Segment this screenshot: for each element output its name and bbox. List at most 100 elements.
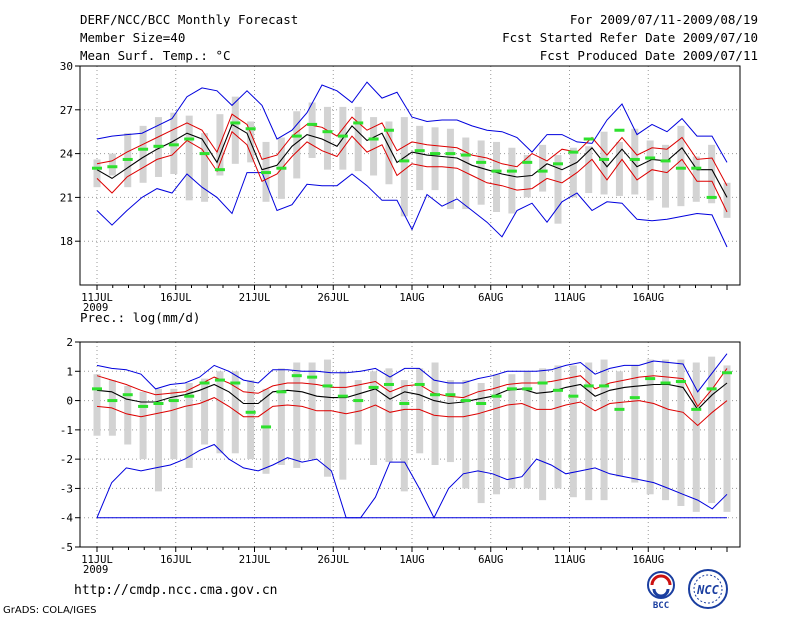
x-tick-label: 11AUG: [554, 554, 586, 566]
x-tick-label: 16JUL: [160, 554, 192, 566]
observed-marker: [307, 375, 318, 379]
ensemble-box: [431, 362, 439, 465]
ensemble-box: [416, 368, 424, 454]
observed-marker: [460, 399, 471, 403]
x-tick-label: 11JUL: [81, 554, 113, 566]
ensemble-box: [677, 359, 685, 506]
x-tick-label: 16AUG: [632, 554, 664, 566]
observed-marker: [522, 387, 533, 391]
ensemble-box: [569, 365, 577, 498]
ensemble-box: [585, 146, 593, 194]
ensemble-box: [216, 371, 224, 454]
ensemble-box: [600, 359, 608, 501]
x-tick-label: 1AUG: [399, 292, 424, 304]
ensemble-box: [385, 368, 393, 463]
observed-marker: [675, 166, 686, 170]
observed-marker: [537, 381, 548, 385]
ensemble-box: [262, 388, 270, 474]
ensemble-box: [139, 125, 147, 183]
observed-marker: [614, 407, 625, 411]
observed-marker: [445, 393, 456, 397]
ensemble-box: [231, 371, 239, 454]
observed-marker: [214, 378, 225, 382]
y-tick-label: 18: [60, 235, 73, 248]
observed-marker: [399, 159, 410, 163]
observed-marker: [645, 377, 656, 381]
observed-marker: [138, 404, 149, 408]
observed-marker: [353, 121, 364, 125]
x-tick-label: 16JUL: [160, 292, 192, 304]
source-url[interactable]: http://cmdp.ncc.cma.gov.cn: [74, 583, 278, 598]
observed-marker: [537, 169, 548, 173]
observed-marker: [552, 162, 563, 166]
ensemble-box: [416, 125, 424, 191]
observed-marker: [199, 152, 210, 156]
ensemble-box: [508, 147, 516, 214]
ensemble-box: [493, 141, 501, 212]
ensemble-box: [185, 383, 193, 468]
observed-marker: [168, 143, 179, 147]
observed-marker: [368, 385, 379, 389]
x-tick-label: 21JUL: [239, 292, 271, 304]
observed-marker: [368, 137, 379, 141]
observed-marker: [691, 166, 702, 170]
ensemble-box: [308, 102, 316, 158]
y-tick-label: -4: [60, 512, 74, 525]
ensemble-box: [677, 125, 685, 207]
observed-marker: [491, 394, 502, 398]
y-tick-label: -2: [60, 453, 73, 466]
y-tick-label: 24: [60, 148, 74, 161]
ensemble-box: [646, 359, 654, 495]
observed-marker: [383, 128, 394, 132]
observed-marker: [675, 380, 686, 384]
observed-marker: [599, 157, 610, 161]
observed-marker: [245, 410, 256, 414]
observed-marker: [430, 393, 441, 397]
series-line-lower: [96, 397, 728, 427]
x-tick-label: 6AUG: [478, 292, 503, 304]
observed-marker: [660, 159, 671, 163]
y-tick-label: 1: [66, 365, 73, 378]
observed-marker: [706, 195, 717, 199]
observed-marker: [92, 166, 102, 170]
ensemble-box: [723, 182, 731, 218]
ensemble-box: [523, 371, 531, 489]
ensemble-box: [446, 380, 454, 463]
ensemble-box: [723, 365, 731, 512]
ensemble-box: [692, 362, 700, 512]
observed-marker: [138, 147, 149, 151]
ensemble-box: [708, 144, 716, 204]
x-tick-label: 26JUL: [317, 292, 349, 304]
ensemble-box: [692, 156, 700, 202]
observed-marker: [122, 157, 133, 161]
observed-marker: [353, 399, 364, 403]
ensemble-box: [354, 380, 362, 445]
observed-marker: [291, 134, 302, 138]
observed-marker: [506, 387, 517, 391]
observed-marker: [322, 130, 333, 134]
observed-marker: [184, 137, 195, 141]
observed-marker: [230, 381, 241, 385]
ensemble-box: [400, 380, 408, 492]
observed-marker: [583, 384, 594, 388]
series-line-lower: [96, 130, 728, 213]
y-tick-label: 27: [60, 104, 73, 117]
plot-frame: [79, 65, 741, 286]
observed-marker: [153, 144, 164, 148]
ensemble-box: [477, 140, 485, 205]
observed-marker: [522, 160, 533, 164]
ensemble-box: [554, 155, 562, 224]
ensemble-box: [615, 141, 623, 196]
observed-marker: [245, 127, 256, 131]
member-size: Member Size=40: [80, 30, 186, 45]
y-tick-label: -5: [60, 541, 73, 554]
panel-2: -5 -4 -3 -2 -1 0 1 2 11JUL 16JUL 21JUL 26JUL 1AUG 6AU…: [60, 310, 741, 576]
ensemble-box: [385, 121, 393, 185]
observed-marker: [107, 399, 118, 403]
x-tick-label: 16AUG: [632, 292, 664, 304]
observed-marker: [430, 152, 441, 156]
ensemble-box: [662, 144, 670, 208]
ensemble-box: [308, 362, 316, 460]
observed-marker: [660, 381, 671, 385]
